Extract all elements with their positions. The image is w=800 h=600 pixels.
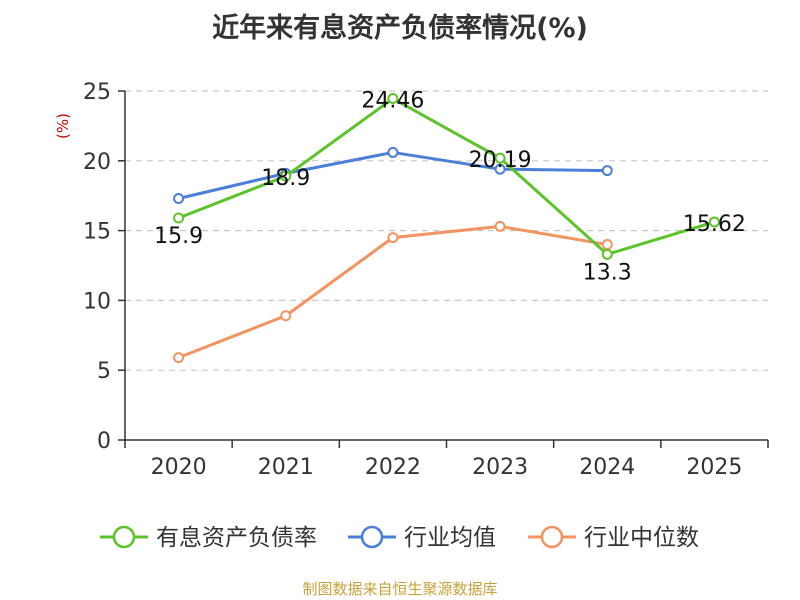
data-point-0: [387, 93, 399, 105]
series-line-0: [178, 97, 715, 256]
x-tick-label: 2024: [579, 455, 635, 480]
chart-title: 近年来有息资产负债率情况(%): [212, 13, 588, 44]
series-line-2: [178, 224, 608, 360]
legend: 有息资产负债率 行业均值 行业中位数: [100, 525, 699, 551]
legend-label: 行业均值: [404, 525, 496, 551]
data-label: 15.9: [154, 224, 203, 249]
data-point-0: [601, 248, 613, 260]
data-point-2: [280, 310, 292, 322]
x-tick-label: 2020: [151, 455, 207, 480]
data-point-2: [601, 239, 613, 251]
legend-label: 有息资产负债率: [156, 525, 317, 551]
data-point-0: [708, 216, 720, 228]
data-label: 13.3: [583, 260, 632, 285]
x-tick-label: 2022: [365, 455, 421, 480]
legend-marker: [112, 525, 136, 549]
legend-marker: [540, 525, 564, 549]
data-label: 24.46: [361, 89, 424, 114]
data-point-1: [494, 163, 506, 175]
data-point-2: [173, 352, 185, 364]
data-point-1: [601, 165, 613, 177]
data-point-1: [387, 146, 399, 158]
data-label: 20.19: [469, 148, 532, 173]
data-source: 制图数据来自恒生聚源数据库: [302, 580, 498, 598]
y-tick-label: 20: [83, 150, 111, 175]
y-tick-label: 10: [83, 289, 111, 314]
series: [173, 93, 720, 364]
y-tick-label: 15: [83, 220, 111, 245]
legend-marker: [360, 525, 384, 549]
data-point-0: [173, 212, 185, 224]
x-tick-label: 2021: [258, 455, 314, 480]
y-tick-label: 5: [97, 359, 111, 384]
data-point-2: [387, 232, 399, 244]
y-axis-unit: (%): [54, 113, 72, 139]
legend-label: 行业中位数: [584, 525, 699, 551]
data-label: 18.9: [261, 166, 310, 191]
data-point-2: [494, 220, 506, 232]
data-point-0: [280, 170, 292, 182]
data-point-0: [494, 152, 506, 164]
data-label: 15.62: [683, 212, 746, 237]
data-point-1: [173, 192, 185, 204]
x-tick-label: 2023: [472, 455, 528, 480]
y-tick-label: 0: [97, 429, 111, 454]
data-labels: 15.9 18.9 24.46 20.19 13.3 15.62: [154, 89, 746, 286]
y-tick-label: 25: [83, 80, 111, 105]
x-tick-label: 2025: [686, 455, 742, 480]
